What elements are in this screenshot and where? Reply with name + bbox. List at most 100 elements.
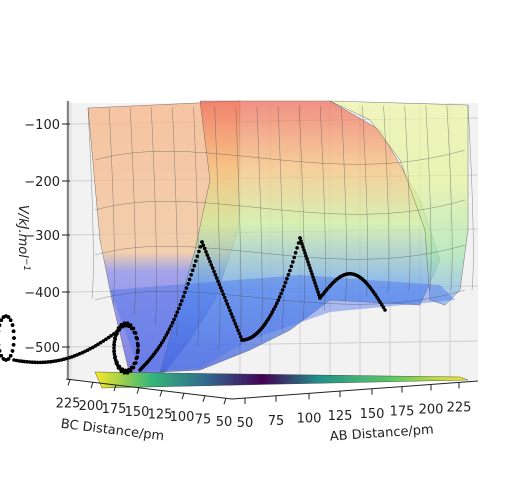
trajectory-point — [167, 327, 172, 331]
mesh-line — [319, 106, 326, 311]
trajectory-point — [225, 302, 230, 306]
trajectory-point — [134, 335, 139, 340]
trajectory-point — [178, 302, 183, 307]
trajectory-point — [173, 314, 178, 318]
mesh-line — [341, 105, 347, 303]
trajectory-point — [114, 361, 119, 366]
trajectory-point — [35, 360, 40, 365]
trajectory-point — [10, 323, 15, 327]
trajectory-point — [208, 259, 212, 264]
y-tick-label: 75 — [195, 413, 212, 428]
trajectory-point — [106, 335, 111, 340]
trajectory-point — [56, 358, 61, 363]
x-tick-label: 100 — [297, 411, 322, 426]
trajectory-point — [218, 285, 223, 290]
mesh-line — [214, 106, 221, 350]
trajectory-point — [233, 321, 238, 326]
trajectory-point — [303, 251, 307, 255]
trajectory-point — [43, 360, 48, 365]
trajectory-point — [229, 312, 234, 316]
trajectory-point — [200, 240, 204, 244]
trajectory-point — [119, 369, 124, 374]
trajectory-point — [300, 242, 304, 246]
trajectory-point — [77, 352, 82, 356]
trajectory-point — [291, 260, 295, 264]
z-tick-label: −500 — [24, 341, 60, 356]
trajectory-point — [112, 346, 116, 350]
trajectory-point — [177, 306, 181, 311]
trajectory-point — [276, 298, 281, 303]
trajectory-point — [104, 337, 108, 342]
trajectory-point — [187, 277, 192, 282]
trajectory-point — [305, 257, 309, 261]
trajectory-point — [135, 355, 139, 360]
x-axis-ticks: 50 75 100 125 150 175 200 225 — [237, 382, 471, 431]
trajectory-point — [314, 284, 318, 288]
mesh-line — [108, 107, 115, 306]
mesh-line — [193, 107, 200, 346]
trajectory-point — [183, 290, 187, 295]
z-tick-label: −400 — [24, 286, 60, 301]
svg-text:V/kJ.mol−1: V/kJ.mol−1 — [15, 205, 31, 271]
trajectory-point — [38, 360, 43, 365]
x-tick-label: 50 — [237, 416, 254, 431]
trajectory-point — [376, 297, 381, 302]
mesh-line — [87, 107, 94, 299]
trajectory-point — [275, 301, 279, 306]
trajectory-point — [197, 249, 201, 254]
trajectory-point — [295, 246, 299, 250]
trajectory-point — [194, 259, 198, 263]
mesh-line — [129, 107, 136, 315]
trajectory-point — [213, 272, 218, 277]
trajectory-point — [0, 318, 4, 322]
trajectory-point — [12, 336, 16, 340]
trajectory-point — [222, 295, 227, 300]
trajectory-point — [172, 317, 176, 322]
trajectory-point — [312, 278, 316, 282]
mesh-contour — [94, 149, 466, 165]
x-axis-line — [231, 380, 479, 400]
trajectory-point — [285, 276, 289, 281]
trajectory-point — [166, 330, 170, 335]
y-tick-label: 225 — [56, 396, 81, 411]
z-tick-label: −300 — [24, 229, 60, 244]
trajectory-point — [126, 324, 131, 329]
trajectory-point — [117, 327, 122, 332]
y-tick-label: 100 — [170, 410, 195, 425]
y-tick-label: 200 — [79, 399, 104, 414]
trajectory-point — [101, 339, 106, 343]
trajectory-point — [186, 282, 190, 286]
trajectory-point — [237, 331, 242, 336]
trajectory-point — [41, 360, 45, 365]
z-axis-ticks: −100 −200 −300 −400 −500 — [24, 118, 70, 356]
trajectory-point — [224, 299, 228, 303]
trajectory-point — [113, 355, 117, 360]
trajectory-point — [198, 245, 203, 249]
mesh-line — [425, 105, 432, 291]
left-wall-pane — [66, 100, 72, 381]
trajectory-point — [125, 371, 130, 375]
trajectory-point — [163, 336, 167, 340]
y-tick-label: 50 — [216, 415, 233, 430]
trajectory-point — [169, 324, 173, 328]
x-tick-label: 125 — [328, 409, 353, 424]
x-tick-label: 175 — [390, 405, 415, 420]
trajectory-point — [306, 260, 310, 264]
mesh-contour — [94, 244, 466, 260]
trajectory-point — [201, 243, 206, 248]
trajectory-point — [302, 248, 306, 252]
trajectory-point — [112, 352, 117, 357]
y-tick-mark — [90, 382, 94, 389]
trajectory-point — [129, 326, 134, 331]
trajectory-point — [115, 331, 119, 336]
trajectory-point — [112, 349, 116, 354]
trajectory-point — [210, 266, 215, 270]
x-tick-label: 150 — [360, 407, 385, 422]
trajectory-point — [135, 341, 140, 346]
y-tick-label: 125 — [148, 408, 173, 423]
z-tick-label: −100 — [24, 118, 60, 133]
trajectory-point — [192, 263, 197, 268]
trajectory-point — [236, 328, 240, 333]
